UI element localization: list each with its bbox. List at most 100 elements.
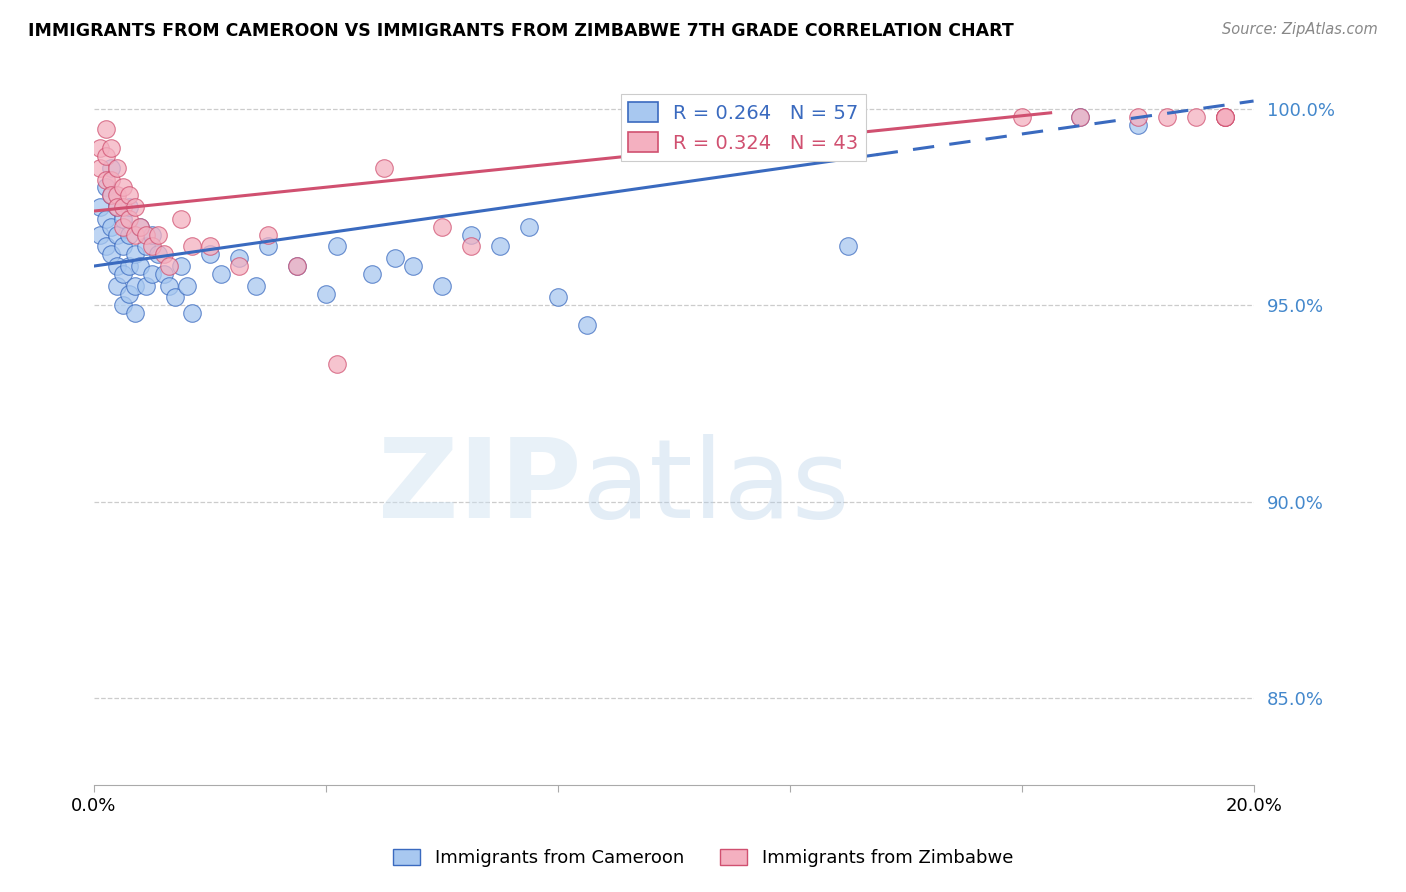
Point (89, 161, 111, 175)
Point (1184, 110, 1206, 124)
Legend: R = 0.264   N = 57, R = 0.324   N = 43: R = 0.264 N = 57, R = 0.324 N = 43 (620, 95, 866, 161)
Point (245, 278, 267, 293)
Point (100, 141, 122, 155)
Point (94, 180, 117, 194)
Point (105, 227, 128, 242)
Point (285, 259, 308, 273)
Point (1069, 110, 1091, 124)
Point (105, 161, 128, 175)
Point (94, 121, 117, 136)
Point (430, 278, 453, 293)
Point (211, 267, 233, 281)
Point (228, 259, 250, 273)
Point (105, 278, 128, 293)
Point (198, 247, 221, 261)
Point (326, 239, 349, 253)
Point (124, 200, 146, 214)
Point (100, 247, 122, 261)
Point (257, 239, 280, 253)
Point (152, 247, 174, 261)
Point (135, 227, 157, 242)
Point (129, 219, 152, 234)
Point (170, 211, 193, 226)
Point (517, 219, 540, 234)
Point (257, 227, 280, 242)
Point (129, 219, 152, 234)
Point (118, 227, 141, 242)
Point (94, 211, 117, 226)
Text: atlas: atlas (581, 434, 849, 541)
Text: Source: ZipAtlas.com: Source: ZipAtlas.com (1222, 22, 1378, 37)
Point (384, 251, 406, 265)
Point (402, 259, 425, 273)
Point (129, 259, 152, 273)
Point (1069, 110, 1091, 124)
Point (460, 227, 482, 242)
Point (1213, 110, 1236, 124)
Point (228, 251, 250, 265)
Point (430, 219, 453, 234)
Point (89, 141, 111, 155)
Point (547, 291, 569, 305)
Point (100, 188, 122, 202)
Point (100, 172, 122, 186)
Point (105, 200, 128, 214)
Point (460, 239, 482, 253)
Point (146, 247, 169, 261)
Point (105, 188, 128, 202)
Point (111, 219, 134, 234)
Point (94, 149, 117, 163)
Point (146, 227, 169, 242)
Point (124, 278, 146, 293)
Point (1156, 110, 1178, 124)
Point (141, 267, 163, 281)
Point (285, 259, 308, 273)
Point (1011, 110, 1033, 124)
Point (575, 318, 598, 332)
Point (181, 239, 204, 253)
Point (1213, 110, 1236, 124)
Point (118, 200, 141, 214)
Point (837, 239, 859, 253)
Point (124, 227, 146, 242)
Text: IMMIGRANTS FROM CAMEROON VS IMMIGRANTS FROM ZIMBABWE 7TH GRADE CORRELATION CHART: IMMIGRANTS FROM CAMEROON VS IMMIGRANTS F… (28, 22, 1014, 40)
Point (1213, 110, 1236, 124)
Point (361, 267, 384, 281)
Point (373, 161, 395, 175)
Point (165, 291, 187, 305)
Point (118, 259, 141, 273)
Point (157, 259, 180, 273)
Point (111, 298, 134, 312)
Point (198, 239, 221, 253)
Point (124, 247, 146, 261)
Point (100, 161, 122, 175)
Point (135, 239, 157, 253)
Point (118, 188, 141, 202)
Text: ZIP: ZIP (378, 434, 581, 541)
Point (170, 259, 193, 273)
Point (105, 259, 128, 273)
Point (111, 180, 134, 194)
Point (141, 227, 163, 242)
Point (157, 278, 180, 293)
Point (111, 211, 134, 226)
Point (118, 286, 141, 301)
Point (89, 227, 111, 242)
Point (94, 172, 117, 186)
Point (124, 306, 146, 320)
Point (1126, 118, 1149, 132)
Point (141, 239, 163, 253)
Point (100, 188, 122, 202)
Point (1213, 110, 1236, 124)
Point (100, 219, 122, 234)
Point (326, 357, 349, 371)
Point (315, 286, 337, 301)
Point (152, 267, 174, 281)
Point (111, 200, 134, 214)
Point (176, 278, 198, 293)
Point (94, 239, 117, 253)
Point (111, 239, 134, 253)
Point (488, 239, 510, 253)
Point (118, 211, 141, 226)
Legend: Immigrants from Cameroon, Immigrants from Zimbabwe: Immigrants from Cameroon, Immigrants fro… (385, 841, 1021, 874)
